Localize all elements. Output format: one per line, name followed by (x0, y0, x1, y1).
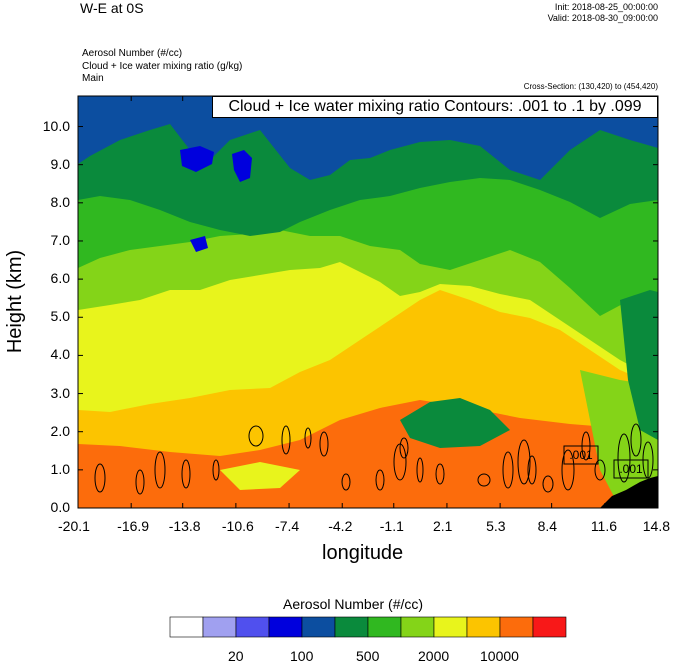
field-label-main: Main (82, 73, 104, 84)
y-tick-label: 4.0 (50, 346, 70, 363)
colorbar (169, 616, 567, 638)
colorbar-title: Aerosol Number (#/cc) (283, 596, 424, 612)
contour-label-box-2 (613, 459, 649, 479)
x-tick-label: -13.8 (168, 518, 201, 534)
plot-title: W-E at 0S (80, 0, 144, 16)
x-axis-label: longitude (322, 542, 404, 564)
colorbar-label: 10000 (480, 648, 519, 664)
colorbar-label: 100 (290, 648, 314, 664)
contour-line-2 (135, 469, 145, 495)
blue-patch-2 (232, 150, 252, 182)
band-patch-green (400, 398, 510, 448)
y-tick-label: 2.0 (50, 422, 70, 439)
contour-line-24 (617, 433, 631, 483)
contour-line-4 (181, 459, 191, 489)
x-tick-label: 8.4 (537, 518, 558, 534)
colorbar-swatch-8 (400, 616, 435, 638)
contour-label-box-1 (563, 445, 599, 465)
colorbar-swatch-12 (532, 616, 567, 638)
x-tick-label: 14.8 (642, 518, 670, 534)
x-tick-label: -16.9 (117, 518, 150, 534)
colorbar-swatch-6 (334, 616, 369, 638)
y-tick-label: 10.0 (42, 117, 70, 134)
colorbar-swatch-2 (202, 616, 237, 638)
colorbar-label: 500 (356, 648, 380, 664)
contour-line-3 (154, 451, 166, 489)
valid-time: Valid: 2018-08-30_09:00:00 (547, 13, 658, 23)
colorbar-label: 20 (228, 648, 244, 664)
contour-line-25 (630, 423, 642, 457)
contour-line-7 (281, 425, 291, 455)
y-tick-label: 3.0 (50, 384, 70, 401)
x-tick-label: 5.3 (486, 518, 506, 534)
colorbar-swatch-3 (235, 616, 270, 638)
colorbar-swatch-10 (466, 616, 501, 638)
y-tick-label: 7.0 (50, 231, 70, 248)
colorbar-label: 2000 (418, 648, 450, 664)
contour-line-15 (435, 463, 445, 485)
colorbar-swatch-7 (367, 616, 402, 638)
contour-info-box: Cloud + Ice water mixing ratio Contours:… (212, 96, 658, 118)
x-tick-label: 11.6 (590, 518, 618, 534)
contour-line-8 (304, 427, 312, 449)
colorbar-swatch-11 (499, 616, 534, 638)
x-tick-label: -7.4 (275, 518, 300, 534)
y-tick-label: 0.0 (50, 499, 70, 515)
contour-line-6 (248, 425, 264, 447)
contour-line-1 (94, 463, 106, 493)
terrain (600, 476, 658, 508)
x-tick-label: 2.1 (432, 518, 453, 534)
colorbar-swatch-4 (268, 616, 303, 638)
y-tick-label: 9.0 (50, 155, 70, 172)
contour-line-16 (477, 473, 491, 487)
colorbar-swatch-5 (301, 616, 336, 638)
colorbar-swatch-1 (169, 616, 204, 638)
contour-line-5 (212, 459, 220, 481)
contour-label-2: .001 (619, 462, 643, 476)
contour-line-21 (561, 449, 575, 491)
contour-label-1: .001 (569, 448, 593, 462)
y-tick-label: 6.0 (50, 270, 70, 287)
contour-line-18 (517, 439, 531, 485)
band-patch-yellow (220, 462, 300, 490)
field-label-aerosol: Aerosol Number (#/cc) (82, 48, 183, 59)
contour-line-10 (341, 473, 351, 491)
x-tick-label: -10.6 (221, 518, 254, 534)
x-tick-label: -20.1 (58, 518, 90, 534)
band-patch-right-green (620, 290, 658, 440)
contour-line-17 (502, 451, 514, 489)
y-tick-label: 5.0 (50, 308, 70, 325)
colorbar-swatch-9 (433, 616, 468, 638)
y-tick-label: 1.0 (50, 460, 70, 477)
y-axis-label: Height (km) (4, 249, 27, 354)
contour-line-14 (416, 457, 424, 483)
contour-line-9 (319, 431, 329, 457)
contour-line-19 (527, 455, 537, 485)
contour-line-13 (399, 437, 409, 459)
contour-line-11 (375, 469, 385, 491)
y-tick-label: 8.0 (50, 193, 70, 210)
blue-patch-1 (180, 146, 214, 172)
x-tick-label: -1.1 (379, 518, 404, 534)
contour-line-23 (594, 459, 606, 481)
blue-patch-3 (190, 236, 208, 252)
init-time: Init: 2018-08-25_00:00:00 (554, 2, 658, 12)
cross-section-label: Cross-Section: (130,420) to (454,420) (523, 82, 658, 91)
field-label-cloud-ice: Cloud + Ice water mixing ratio (g/kg) (82, 61, 243, 72)
contour-line-20 (542, 475, 554, 493)
x-tick-label: -4.2 (328, 518, 353, 534)
